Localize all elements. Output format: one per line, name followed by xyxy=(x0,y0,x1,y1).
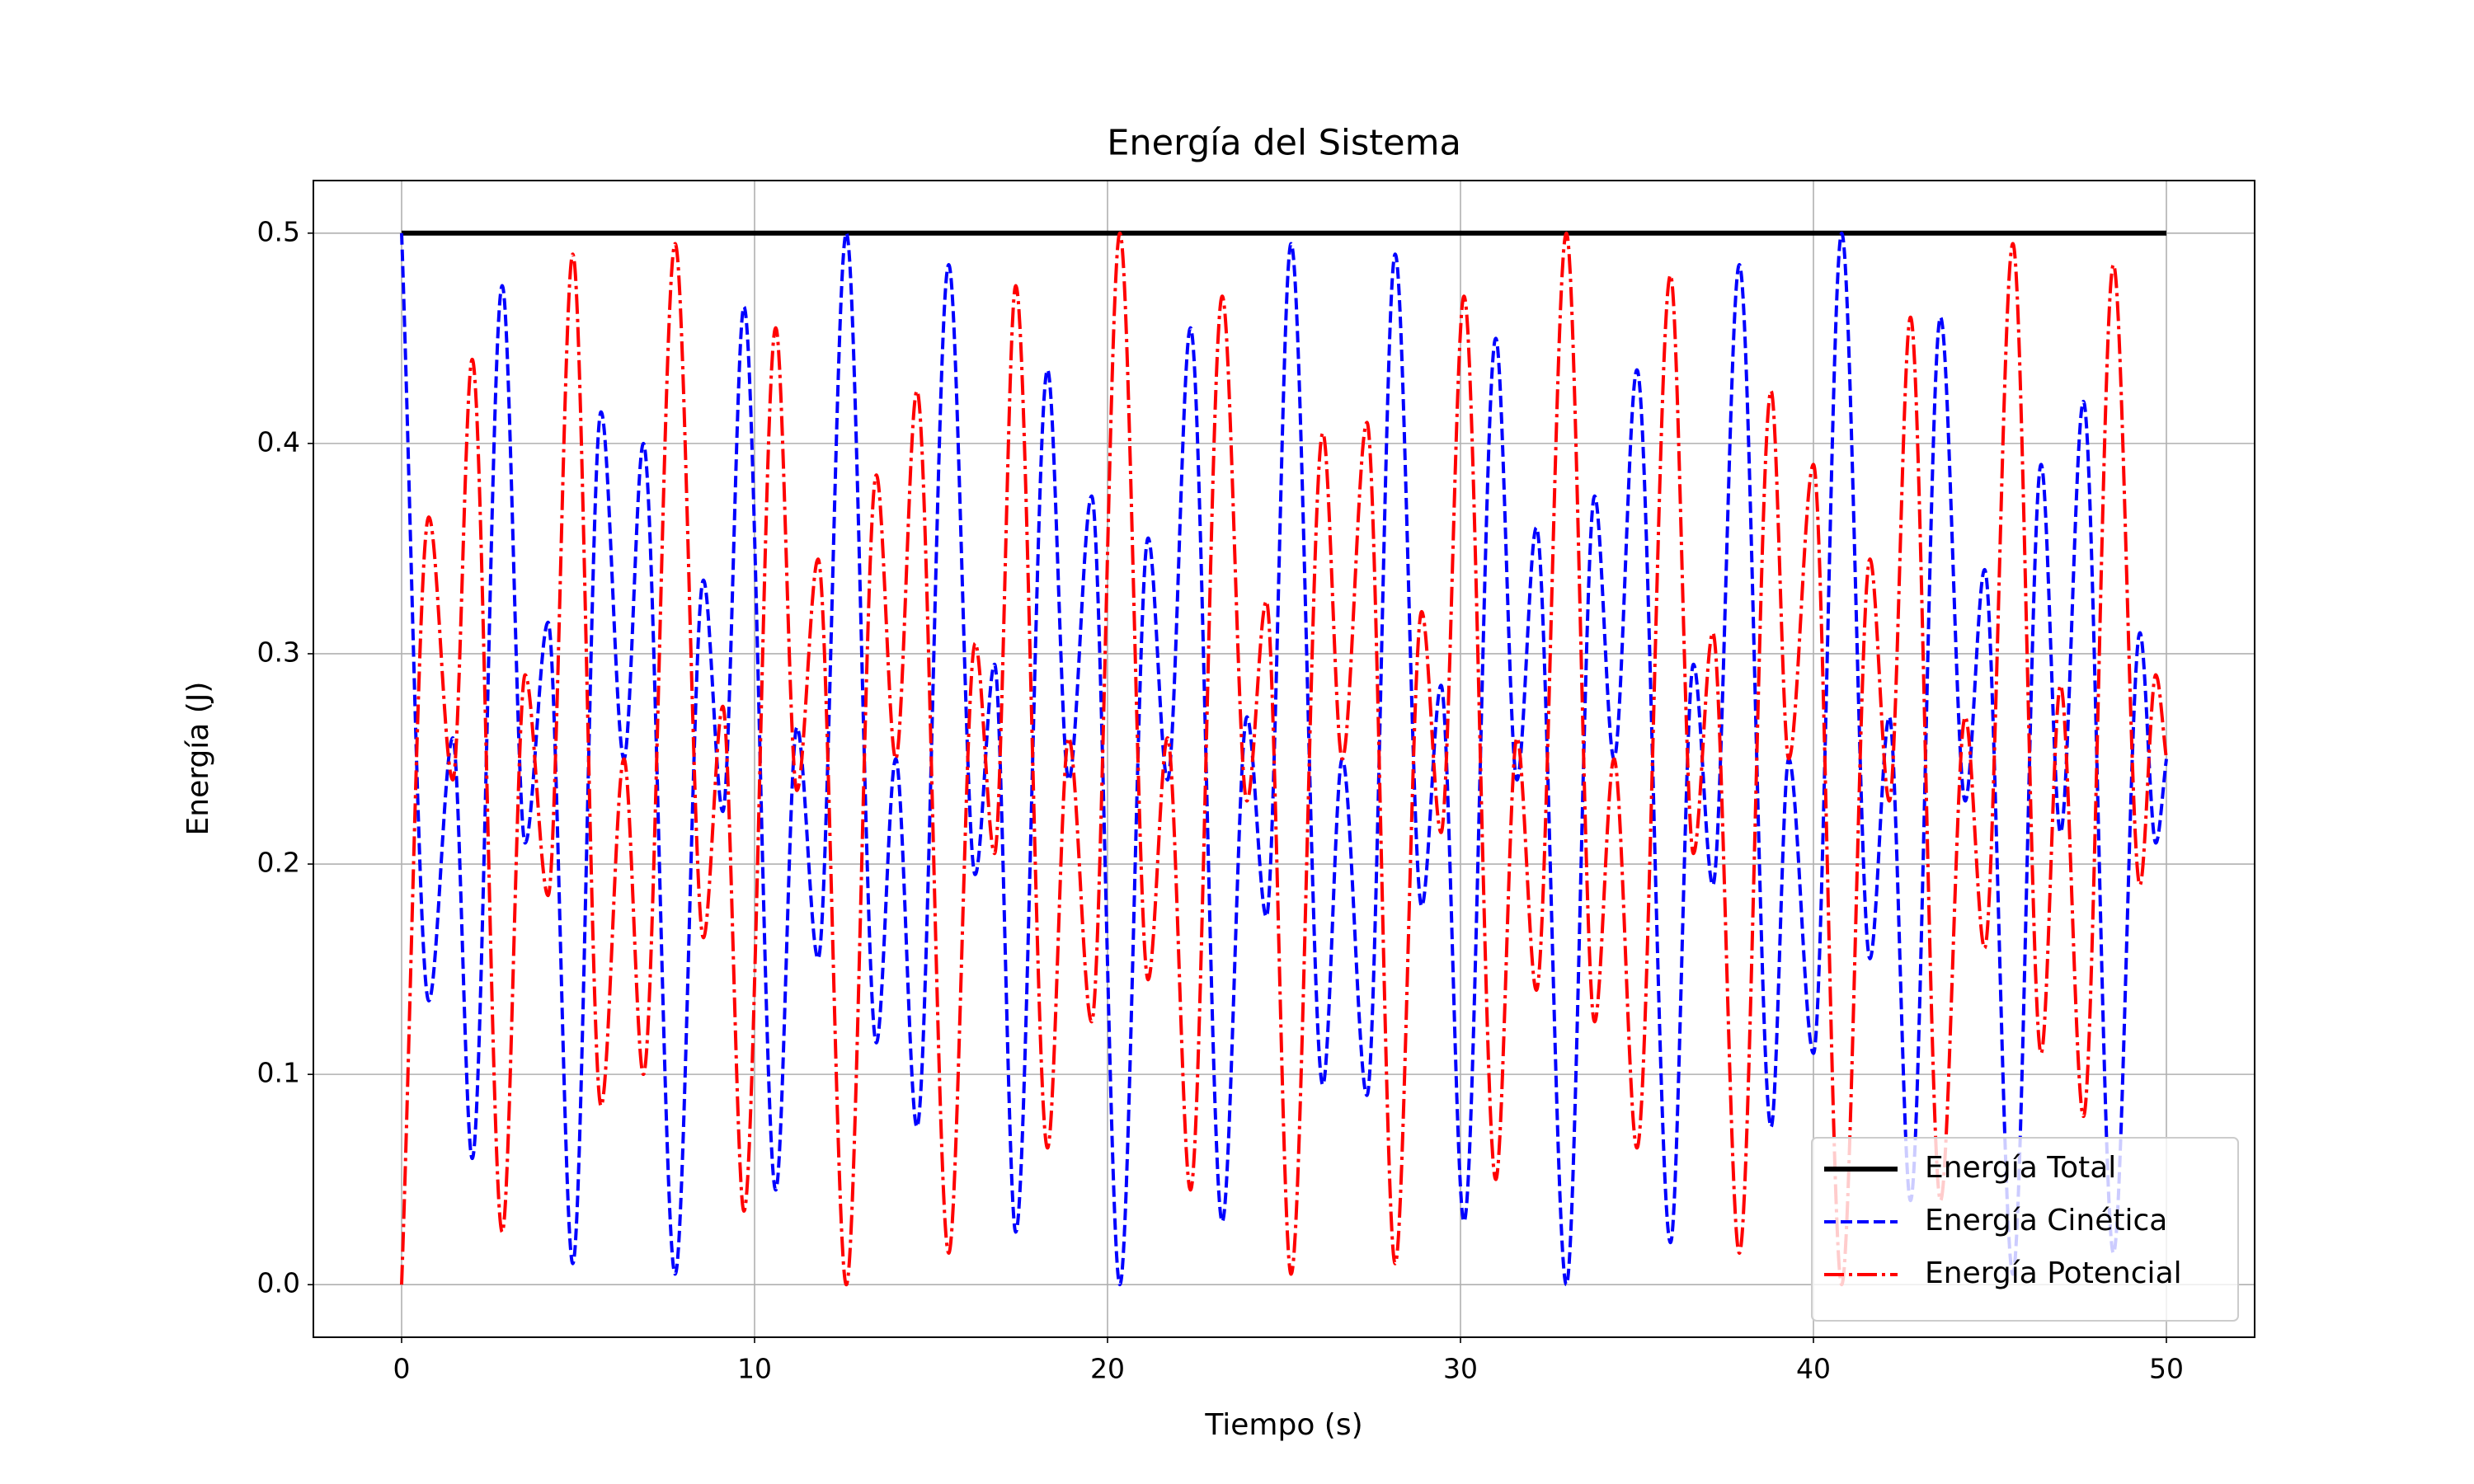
legend: Energía Total Energía Cinética Energía Pot… xyxy=(1811,1137,2239,1322)
series-line xyxy=(400,231,2168,1287)
y-tick-label: 0.1 xyxy=(257,1057,300,1089)
legend-label: Energía Total xyxy=(1925,1151,2116,1185)
y-tick-label: 0.3 xyxy=(257,636,300,668)
legend-box xyxy=(1811,1137,2239,1322)
plot-area xyxy=(400,230,2168,1287)
x-tick-label: 10 xyxy=(737,1353,772,1385)
chart-title: Energía del Sistema xyxy=(1107,123,1461,164)
y-tick-label: 0.5 xyxy=(257,215,300,247)
x-tick-label: 20 xyxy=(1090,1353,1125,1385)
legend-label: Energía Cinética xyxy=(1925,1204,2167,1237)
x-axis-label: Tiempo (s) xyxy=(1204,1408,1362,1442)
legend-label: Energía Potencial xyxy=(1925,1256,2182,1290)
x-tick-label: 30 xyxy=(1443,1353,1478,1385)
y-tick-label: 0.0 xyxy=(257,1267,300,1299)
x-tick-label: 50 xyxy=(2149,1353,2184,1385)
y-axis-label: Energía (J) xyxy=(181,682,215,836)
x-tick-label: 0 xyxy=(393,1353,411,1385)
axes-frame xyxy=(313,180,2255,1338)
x-tick-label: 40 xyxy=(1796,1353,1831,1385)
axes: 0 10 20 30 40 50 0.0 0.1 0.2 0.3 0.4 0.5 xyxy=(257,180,2255,1385)
y-tick-label: 0.2 xyxy=(257,847,300,879)
y-tick-label: 0.4 xyxy=(257,425,300,458)
